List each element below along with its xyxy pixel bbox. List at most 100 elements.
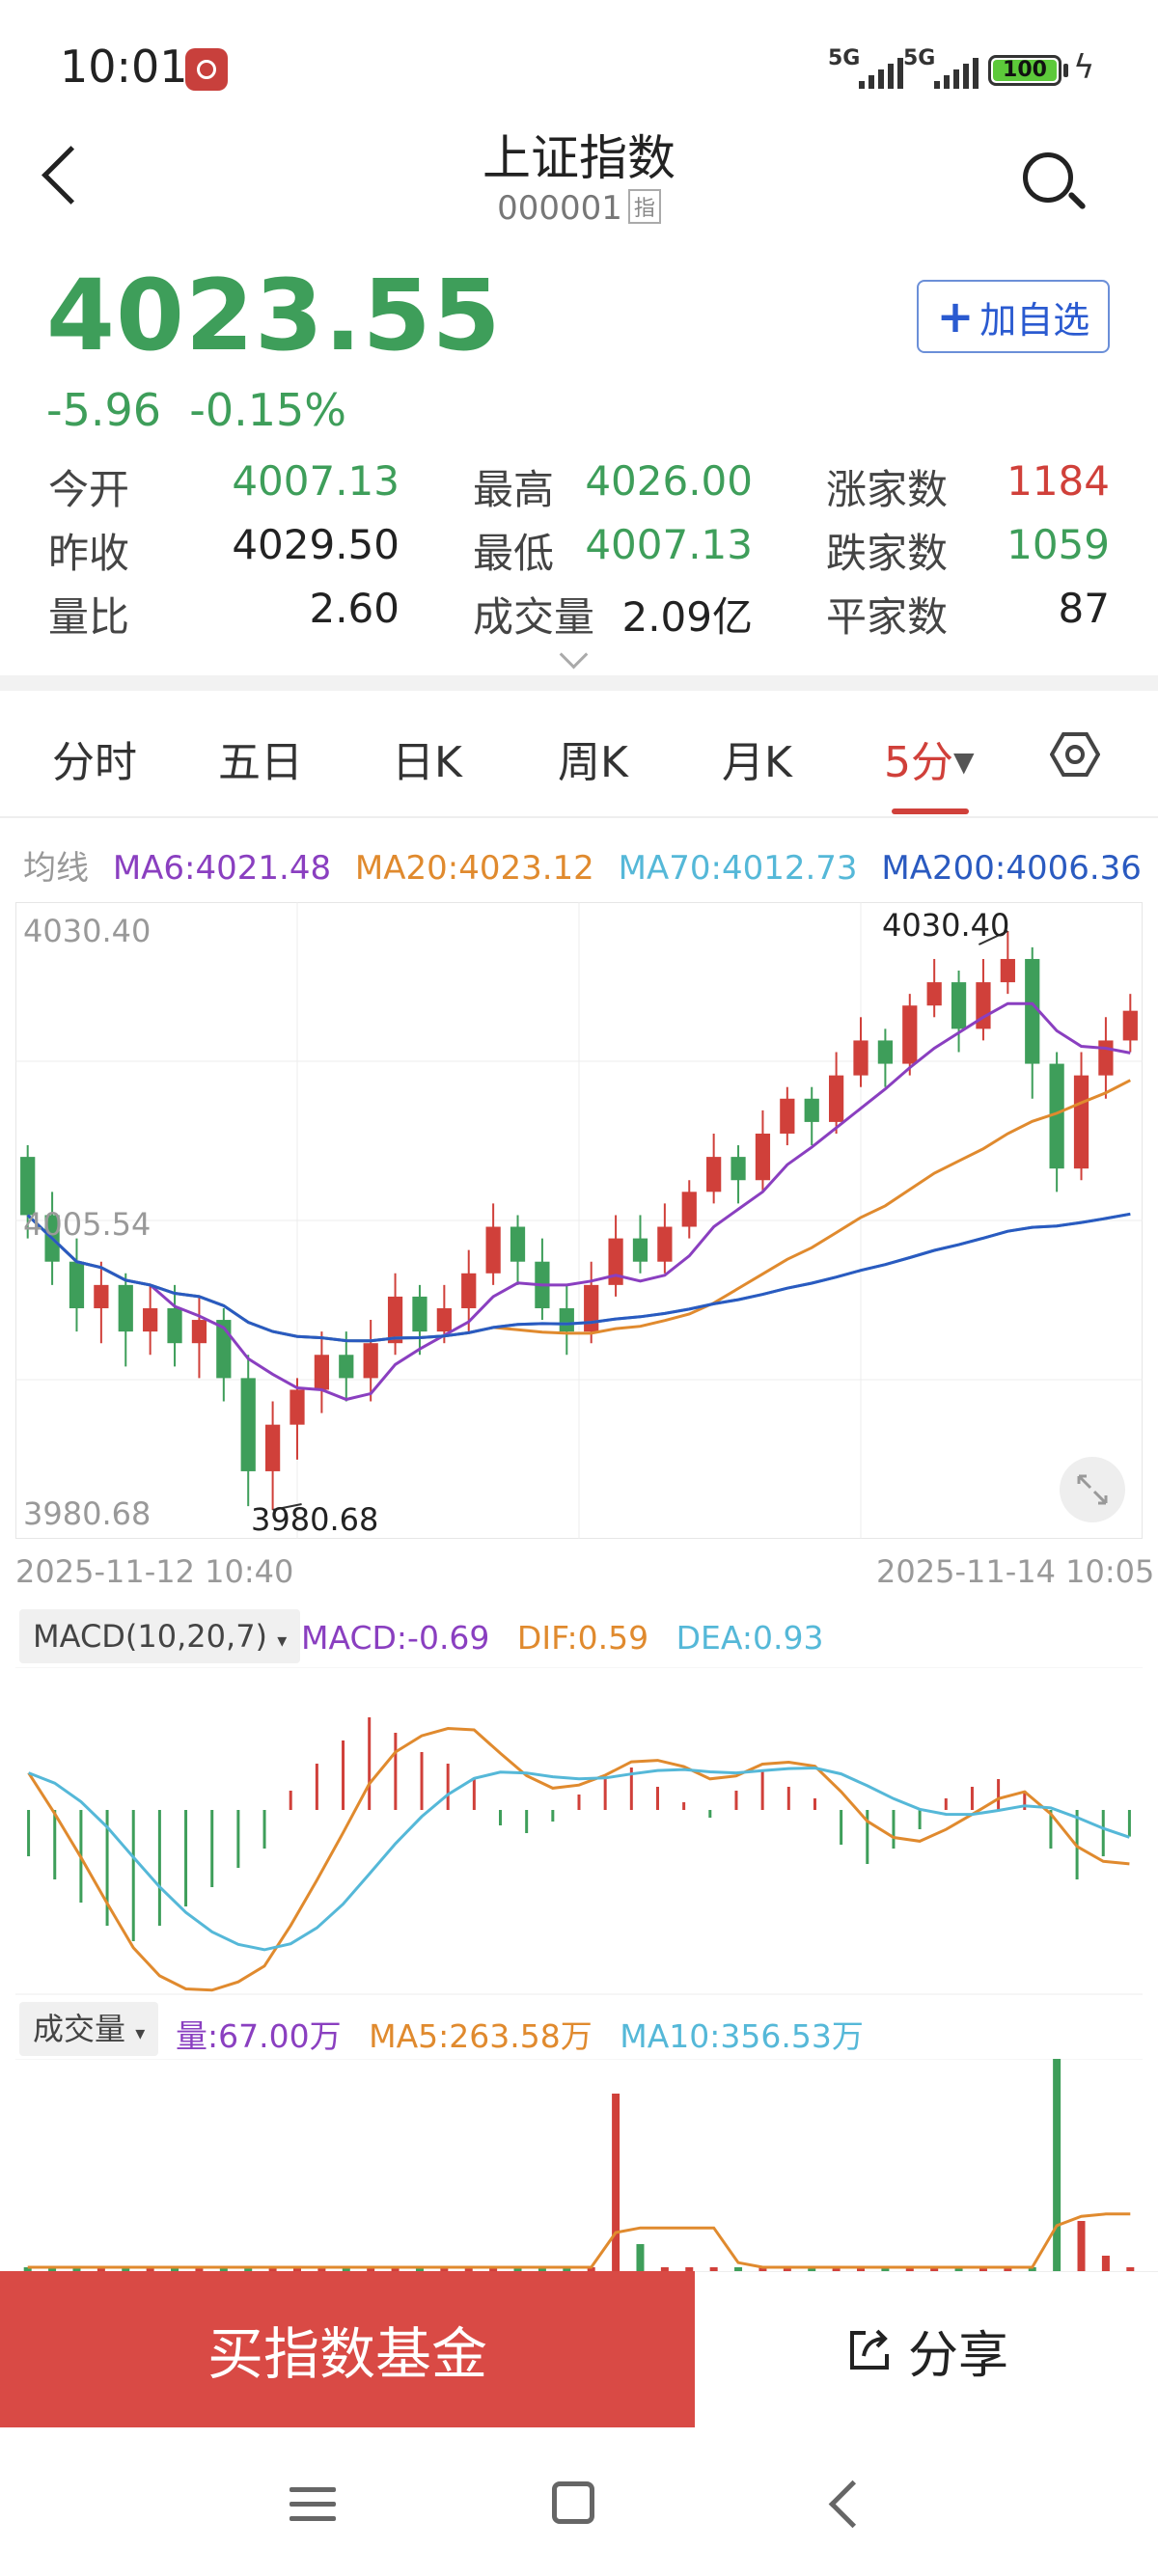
candle-body <box>387 1296 403 1344</box>
candle-body <box>706 1157 722 1192</box>
macd-selector[interactable]: MACD(10,20,7) ▾ <box>19 1609 301 1663</box>
high-marker-label: 4030.40 <box>882 907 1010 944</box>
volume-bar <box>244 2267 253 2271</box>
candle-body <box>1049 1063 1064 1169</box>
volume-bar <box>1077 2221 1086 2271</box>
app-notification-icon <box>185 48 228 91</box>
candle-body <box>69 1261 85 1308</box>
status-time: 10:01 <box>60 41 188 93</box>
volume-bar <box>464 2267 473 2271</box>
stat-label: 跌家数 <box>826 530 949 577</box>
signal-icon-1 <box>859 54 903 89</box>
candle-body <box>926 982 942 1006</box>
system-nav-bar <box>0 2427 1158 2576</box>
volume-bar <box>367 2267 375 2271</box>
fullscreen-icon[interactable] <box>1058 1455 1127 1524</box>
candle-body <box>1000 958 1015 983</box>
dropdown-icon: ▾ <box>135 2021 146 2044</box>
candle-body <box>363 1343 378 1379</box>
volume-bar <box>513 2267 522 2271</box>
tab-five-day[interactable]: 五日 <box>218 738 303 787</box>
volume-bar <box>734 2267 743 2271</box>
candle-body <box>412 1296 427 1332</box>
stat-label: 量比 <box>48 593 130 641</box>
divider <box>0 675 1158 691</box>
volume-bar <box>685 2267 694 2271</box>
volume-bar <box>758 2267 767 2271</box>
candle-body <box>976 982 991 1029</box>
candle-body <box>902 1005 918 1064</box>
volume-bar <box>1028 2267 1036 2271</box>
active-tab-indicator <box>892 808 969 814</box>
candle-body <box>191 1320 207 1344</box>
volume-chart[interactable] <box>15 2059 1143 2271</box>
volume-bar <box>587 2267 595 2271</box>
volume-ma5: MA5:263.58万 <box>369 2017 593 2055</box>
high-marker-line <box>978 930 1008 945</box>
search-icon[interactable] <box>1023 152 1073 203</box>
x-axis-end-date: 2025-11-14 10:05 <box>876 1553 1155 1590</box>
candle-body <box>94 1284 109 1308</box>
chart-settings-icon[interactable] <box>1050 731 1100 778</box>
dea-value: DEA:0.93 <box>676 1619 824 1657</box>
volume-bar <box>905 2267 914 2271</box>
y-axis-mid-label: 4005.54 <box>23 1206 152 1243</box>
tab-daily-k[interactable]: 日K <box>392 738 462 787</box>
candle-body <box>339 1355 354 1379</box>
share-button[interactable]: 分享 <box>695 2271 1158 2428</box>
volume-bar <box>881 2267 890 2271</box>
candle-body <box>731 1157 746 1181</box>
ma6-line <box>26 1001 1131 1402</box>
volume-bar <box>171 2267 179 2271</box>
dea-line <box>28 1766 1130 1952</box>
stat-label: 昨收 <box>48 530 130 577</box>
volume-bar <box>954 2267 963 2271</box>
volume-bar <box>489 2267 498 2271</box>
macd-params: MACD(10,20,7) <box>33 1618 268 1655</box>
add-watchlist-button[interactable]: + 加自选 <box>917 280 1110 353</box>
battery-icon: 100 <box>988 55 1062 86</box>
candle-body <box>828 1075 844 1122</box>
tab-5min[interactable]: 5分▼ <box>884 727 975 789</box>
candle-body <box>780 1098 795 1134</box>
expand-chevron-icon[interactable] <box>559 640 589 670</box>
candle-body <box>632 1238 648 1262</box>
volume-bar <box>1004 2267 1012 2271</box>
home-icon[interactable] <box>552 2481 594 2524</box>
menu-icon[interactable] <box>290 2487 336 2531</box>
buy-index-fund-button[interactable]: 买指数基金 <box>0 2271 695 2427</box>
volume-bar <box>72 2267 81 2271</box>
candle-body <box>608 1238 623 1285</box>
volume-bar <box>317 2267 326 2271</box>
volume-bar <box>440 2267 449 2271</box>
candlestick-chart[interactable] <box>15 902 1143 1539</box>
volume-bar <box>563 2267 571 2271</box>
ma-label: 均线 <box>23 849 89 888</box>
volume-ma10: MA10:356.53万 <box>620 2017 864 2055</box>
volume-bar <box>293 2267 301 2271</box>
stat-value: 4026.00 <box>585 457 753 505</box>
period-tabs: 分时 五日 日K 周K 月K 5分▼ <box>0 691 1158 818</box>
candle-body <box>118 1284 133 1332</box>
candle-body <box>951 982 967 1029</box>
page-title: 上证指数 <box>482 130 676 186</box>
macd-chart[interactable] <box>15 1667 1143 1995</box>
tab-monthly-k[interactable]: 月K <box>722 738 792 787</box>
volume-selector[interactable]: 成交量 ▾ <box>19 2002 159 2056</box>
ma6-value: MA6:4021.48 <box>112 849 332 888</box>
y-axis-bottom-label: 3980.68 <box>23 1495 152 1532</box>
volume-legend: 量:67.00万 MA5:263.58万 MA10:356.53万 <box>176 2011 881 2057</box>
stat-value: 1184 <box>1006 457 1110 505</box>
volume-bar <box>268 2267 277 2271</box>
low-marker-label: 3980.68 <box>251 1501 379 1538</box>
volume-label: 成交量 <box>33 2011 126 2047</box>
volume-bar <box>195 2267 204 2271</box>
change-percent: -0.15% <box>189 384 347 436</box>
stat-label: 成交量 <box>473 593 595 641</box>
tab-weekly-k[interactable]: 周K <box>558 738 628 787</box>
stat-value: 2.60 <box>309 585 400 632</box>
tab-intraday[interactable]: 分时 <box>52 738 137 787</box>
volume-bar <box>783 2267 791 2271</box>
volume-bar <box>342 2267 350 2271</box>
dropdown-icon: ▾ <box>277 1629 288 1652</box>
